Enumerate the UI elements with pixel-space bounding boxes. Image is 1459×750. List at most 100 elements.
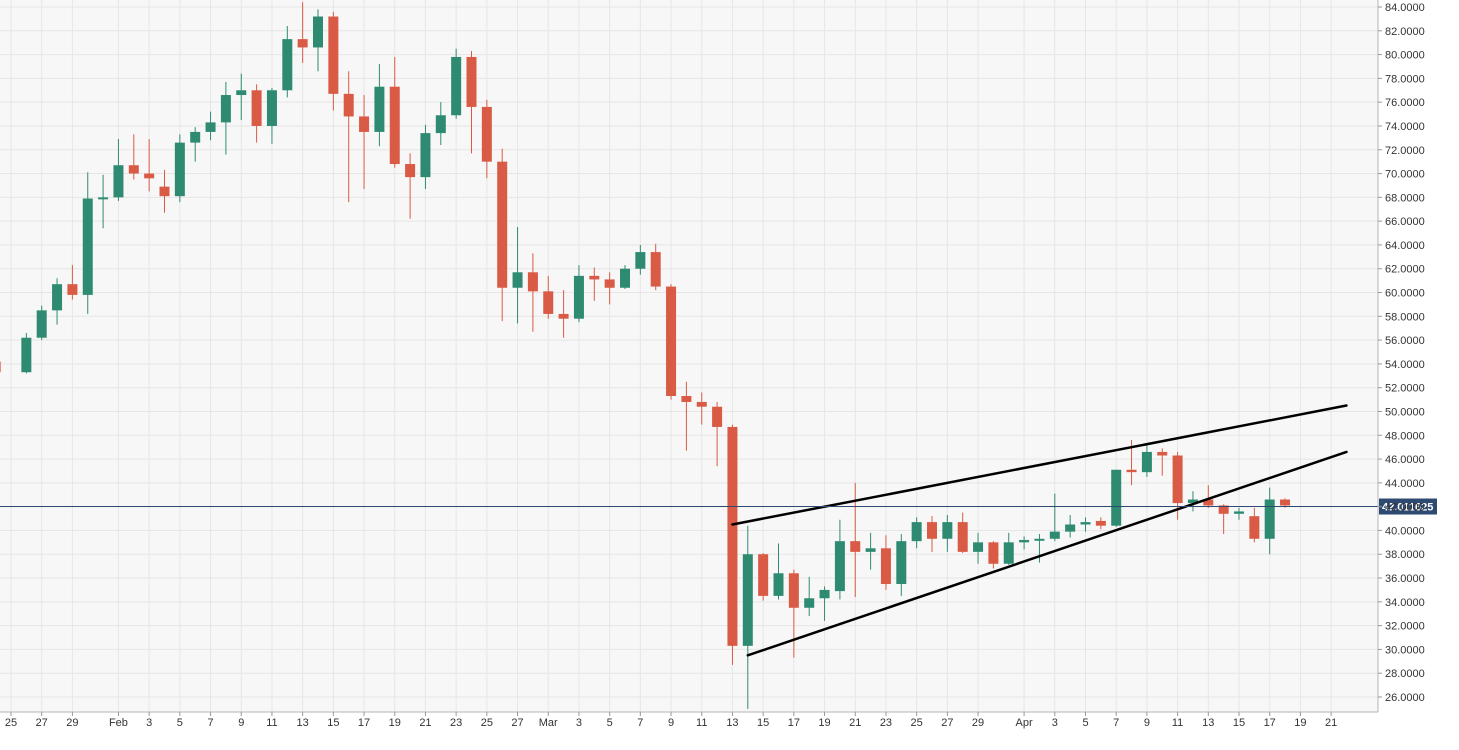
candle-up (420, 124, 431, 190)
candle-up (21, 332, 32, 374)
candle-body (497, 161, 508, 288)
y-tick-label: 26.0000 (1385, 692, 1425, 704)
y-tick-label: 32.0000 (1385, 621, 1425, 633)
candle-body (1203, 499, 1214, 506)
candle-body (451, 56, 462, 116)
y-tick-label: 74.0000 (1385, 121, 1425, 133)
candle-body (1234, 511, 1244, 514)
candle-body (1080, 522, 1091, 525)
y-tick-label: 58.0000 (1385, 311, 1425, 323)
y-tick-label: 56.0000 (1385, 335, 1425, 347)
candle-up (1187, 491, 1198, 512)
x-tick-label: 5 (607, 717, 613, 729)
x-tick-label: 15 (327, 717, 339, 729)
y-tick-label: 44.0000 (1385, 478, 1425, 490)
candle-body (1049, 531, 1060, 539)
candle-body (144, 173, 155, 179)
current-price-label: 42.011625 (1382, 502, 1433, 514)
candle-body (988, 542, 999, 564)
candle-up (911, 517, 922, 549)
x-tick-label: 19 (389, 717, 401, 729)
candle-down (727, 424, 738, 665)
candle-body (927, 522, 937, 539)
x-tick-label: 21 (1325, 717, 1337, 729)
candle-down (359, 95, 370, 190)
x-tick-label: 17 (788, 717, 800, 729)
x-tick-label: 23 (880, 717, 892, 729)
plot-background (0, 0, 1378, 712)
x-axis-ticks: 25 27 29 Feb 3 5 7 9 11 13 15 17 19 21 23 25 27 Mar 3 5 7 9 11… (5, 712, 1337, 729)
candle-body (1003, 542, 1014, 564)
candle-down (788, 569, 799, 658)
candle-up (220, 81, 231, 155)
y-tick-label: 76.0000 (1385, 97, 1425, 109)
candle-body (374, 86, 385, 132)
y-tick-label: 42.0000 (1385, 502, 1425, 514)
candle-down (927, 516, 937, 552)
candle-body (834, 541, 845, 592)
x-tick-label: 17 (1264, 717, 1276, 729)
x-tick-label: Mar (539, 717, 558, 729)
candle-body (727, 426, 738, 646)
candle-body (113, 165, 124, 198)
candle-up (236, 73, 247, 121)
candle-body (573, 275, 584, 319)
x-tick-label: 3 (146, 717, 152, 729)
candle-body (604, 279, 615, 288)
trendlines (731, 404, 1348, 657)
candle-down (389, 56, 400, 168)
candle-down (589, 267, 600, 301)
y-tick-label: 72.0000 (1385, 145, 1425, 157)
candle-body (128, 165, 139, 174)
x-tick-label: 11 (266, 717, 277, 729)
x-tick-label: 7 (1113, 717, 1119, 729)
candle-up (512, 227, 523, 324)
y-tick-label: 62.0000 (1385, 264, 1425, 276)
candle-body (1111, 469, 1122, 526)
candle-body (819, 589, 830, 599)
candle-body (328, 16, 339, 94)
candle-down (1157, 448, 1168, 476)
candle-up (742, 525, 753, 709)
candle-up (1003, 532, 1014, 565)
candle-body (1249, 516, 1260, 539)
candle-up (834, 519, 845, 600)
x-tick-label: Feb (109, 717, 128, 729)
candle-up (190, 127, 201, 162)
y-tick-label: 84.0000 (1385, 2, 1425, 14)
candle-body (896, 541, 907, 584)
candle-down (0, 361, 1, 373)
x-tick-label: 25 (5, 717, 17, 729)
candle-body (543, 291, 554, 314)
candle-down (497, 148, 508, 322)
candle-body (36, 310, 47, 338)
candle-body (220, 95, 231, 123)
candle-down (696, 392, 707, 425)
x-tick-label: 17 (358, 717, 370, 729)
candle-down (144, 139, 155, 192)
candle-up (635, 244, 646, 275)
candle-up (313, 9, 323, 72)
y-axis-ticks: 84.0000 82.0000 80.0000 78.0000 76.0000 74.00… (1378, 2, 1425, 704)
candle-body (266, 90, 277, 126)
candle-body (282, 39, 293, 91)
candle-body (1187, 499, 1198, 504)
x-tick-label: 7 (207, 717, 213, 729)
candle-body (1280, 499, 1291, 506)
candle-up (1034, 534, 1045, 563)
candle-down (251, 84, 262, 143)
x-tick-label: Apr (1016, 717, 1033, 729)
candle-body (389, 86, 400, 165)
candle-body (1126, 469, 1137, 473)
y-tick-label: 82.0000 (1385, 26, 1425, 38)
candle-up (865, 532, 876, 570)
y-tick-label: 54.0000 (1385, 359, 1425, 371)
candle-body (466, 56, 477, 107)
candle-body (527, 272, 538, 292)
candle-down (988, 541, 999, 569)
candle-up (1049, 493, 1060, 542)
candle-up (804, 576, 815, 617)
x-tick-label: 25 (911, 717, 923, 729)
candle-body (1172, 455, 1183, 504)
candle-up (1065, 514, 1076, 538)
